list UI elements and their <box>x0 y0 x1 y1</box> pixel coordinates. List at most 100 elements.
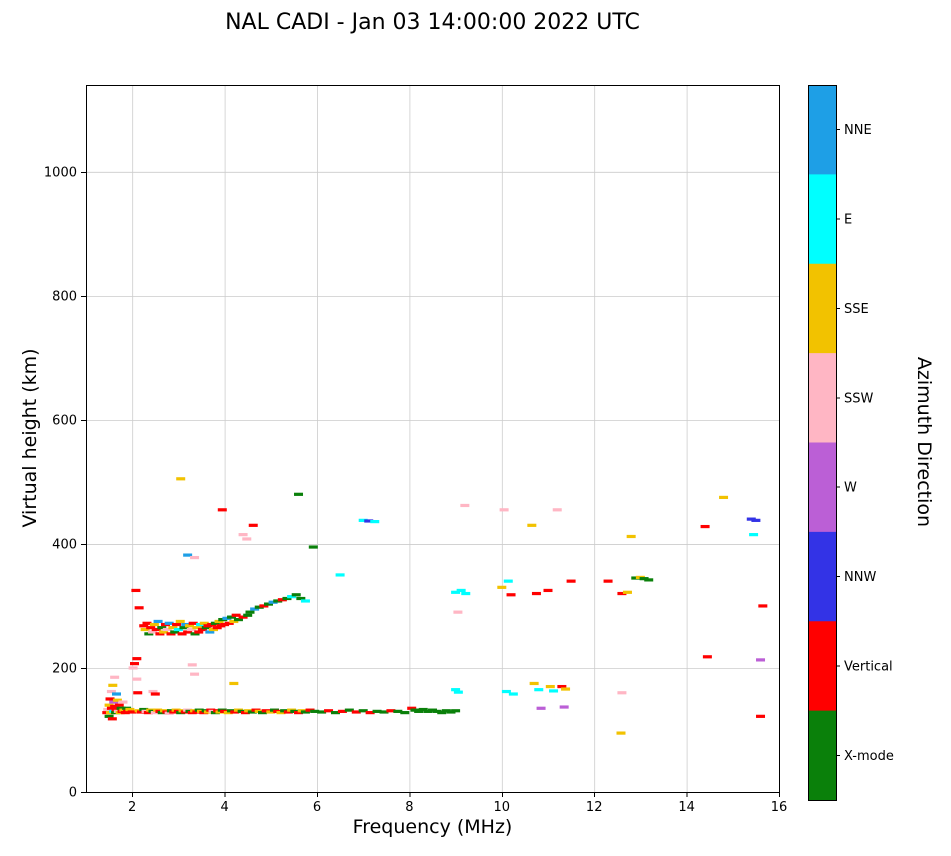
echo-point <box>549 689 559 693</box>
echo-point <box>107 717 117 721</box>
echo-point <box>238 533 248 537</box>
echo-point <box>446 710 456 714</box>
echo-point <box>179 626 189 630</box>
echo-point <box>268 600 278 604</box>
echo-point <box>139 624 149 628</box>
echo-point <box>453 690 463 694</box>
echo-point <box>529 681 539 686</box>
echo-point <box>125 707 135 712</box>
colorbar-axis-label: Azimuth Direction <box>913 356 935 528</box>
echo-point <box>123 709 133 713</box>
colorbar-segment-v <box>808 621 836 712</box>
echo-point <box>111 707 121 712</box>
echo-point <box>142 621 152 625</box>
colorbar-tick-label: X-mode <box>844 749 894 764</box>
echo-point <box>276 711 286 715</box>
y-tick-label: 400 <box>52 537 77 552</box>
echo-point <box>751 518 761 522</box>
echo-point <box>534 688 544 692</box>
echo-point <box>428 708 437 712</box>
echo-point <box>372 709 382 713</box>
echo-point <box>227 615 237 619</box>
x-tick-label: 16 <box>771 800 788 815</box>
echo-point <box>527 523 537 527</box>
echo-point <box>261 709 271 713</box>
echo-point <box>104 703 114 707</box>
echo-point <box>300 599 310 603</box>
echo-point <box>112 698 122 702</box>
echo-point <box>432 709 442 713</box>
echo-point <box>229 681 239 686</box>
echo-point <box>566 579 576 583</box>
echo-point <box>370 520 380 524</box>
echo-point <box>139 707 149 712</box>
echo-point <box>451 688 461 692</box>
colorbar-tick-label: SSW <box>844 391 874 406</box>
echo-point <box>201 626 211 630</box>
echo-point <box>114 703 124 707</box>
echo-point <box>170 630 180 634</box>
echo-point <box>194 630 204 634</box>
echo-point <box>277 598 287 602</box>
echo-point <box>164 621 174 625</box>
echo-point <box>245 610 255 614</box>
echo-point <box>622 590 632 594</box>
echo-point <box>172 622 182 627</box>
echo-point <box>423 709 433 713</box>
echo-point <box>393 709 403 713</box>
x-tick-label: 10 <box>494 800 511 815</box>
echo-point <box>230 710 240 714</box>
echo-point <box>282 596 292 601</box>
echo-point <box>616 731 626 735</box>
echo-point <box>364 519 374 523</box>
echo-point <box>296 596 306 601</box>
echo-point <box>127 710 137 714</box>
y-axis-label: Virtual height (km) <box>19 348 41 528</box>
echo-point <box>644 578 654 582</box>
echo-point <box>561 687 571 691</box>
echo-point <box>501 689 511 694</box>
echo-point <box>155 632 165 636</box>
echo-point <box>639 577 649 581</box>
echo-point <box>545 684 555 689</box>
echo-point <box>746 517 756 521</box>
echo-point <box>162 627 172 632</box>
echo-point <box>133 691 143 695</box>
grid-lines <box>86 85 780 793</box>
echo-point <box>506 593 516 597</box>
echo-point <box>407 706 417 710</box>
echo-point <box>631 576 641 580</box>
y-tick-label: 800 <box>52 289 77 304</box>
x-tick-label: 2 <box>128 800 136 815</box>
echo-point <box>291 593 301 597</box>
chart-title: NAL CADI - Jan 03 14:00:00 2022 UTC <box>225 10 640 35</box>
echo-point <box>177 632 187 636</box>
echo-point <box>758 604 768 608</box>
echo-point <box>559 705 569 709</box>
echo-point <box>106 706 116 710</box>
echo-point <box>317 710 327 714</box>
echo-point <box>132 677 142 681</box>
echo-point <box>183 553 193 557</box>
echo-point <box>437 711 447 715</box>
y-tick-label: 600 <box>52 413 77 428</box>
y-tick-label: 0 <box>69 786 77 801</box>
echo-point <box>351 710 361 714</box>
colorbar-segment-x <box>808 710 836 801</box>
echo-point <box>242 537 252 541</box>
echo-point <box>186 627 196 632</box>
echo-point <box>166 632 176 636</box>
echo-point <box>131 588 141 593</box>
echo-point <box>148 689 158 694</box>
echo-point <box>229 619 239 624</box>
echo-point <box>187 663 197 667</box>
echo-point <box>330 711 340 715</box>
echo-point <box>344 708 354 712</box>
echo-point <box>379 710 389 714</box>
echo-point <box>143 711 153 715</box>
x-axis-label: Frequency (MHz) <box>352 816 513 838</box>
echo-point <box>257 711 267 715</box>
echo-point <box>702 655 712 659</box>
